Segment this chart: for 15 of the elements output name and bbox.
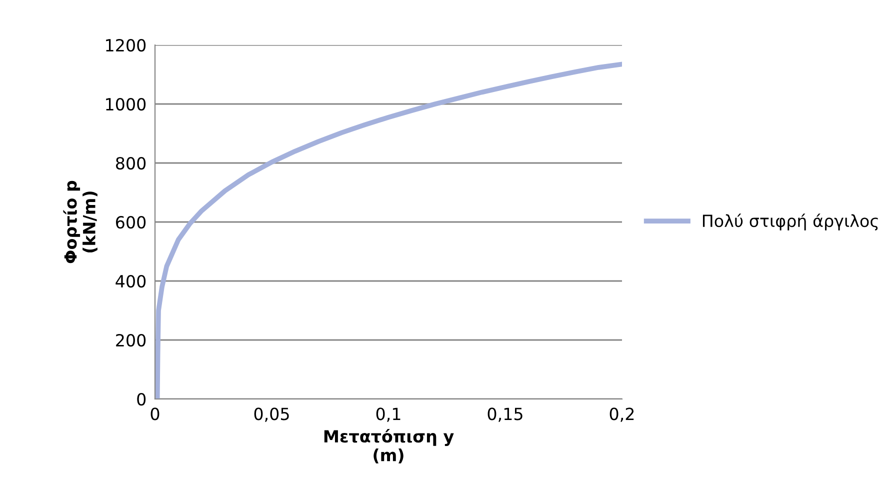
x-tick-label: 0,05 [254,408,289,422]
y-tick-label: 600 [116,216,146,229]
y-tick-label: 1200 [106,38,146,52]
y-tick-label: 800 [116,156,146,170]
x-tick-label: 0,1 [376,408,400,422]
y-tick-label: 0 [137,392,146,406]
y-tick-label: 1000 [106,98,146,111]
y-tick-label: 200 [116,334,146,347]
y-tick-label: 400 [116,274,146,288]
x-tick-label: 0,15 [488,408,522,422]
x-tick-label: 0,2 [610,408,634,422]
y-axis-title: Φορτίο p (kN/m) [63,180,98,264]
x-tick-label: 0 [150,408,160,420]
legend-label: Πολύ στιφρή άργιλος [702,214,878,230]
x-axis-title: Μετατόπιση y (m) [324,429,454,464]
